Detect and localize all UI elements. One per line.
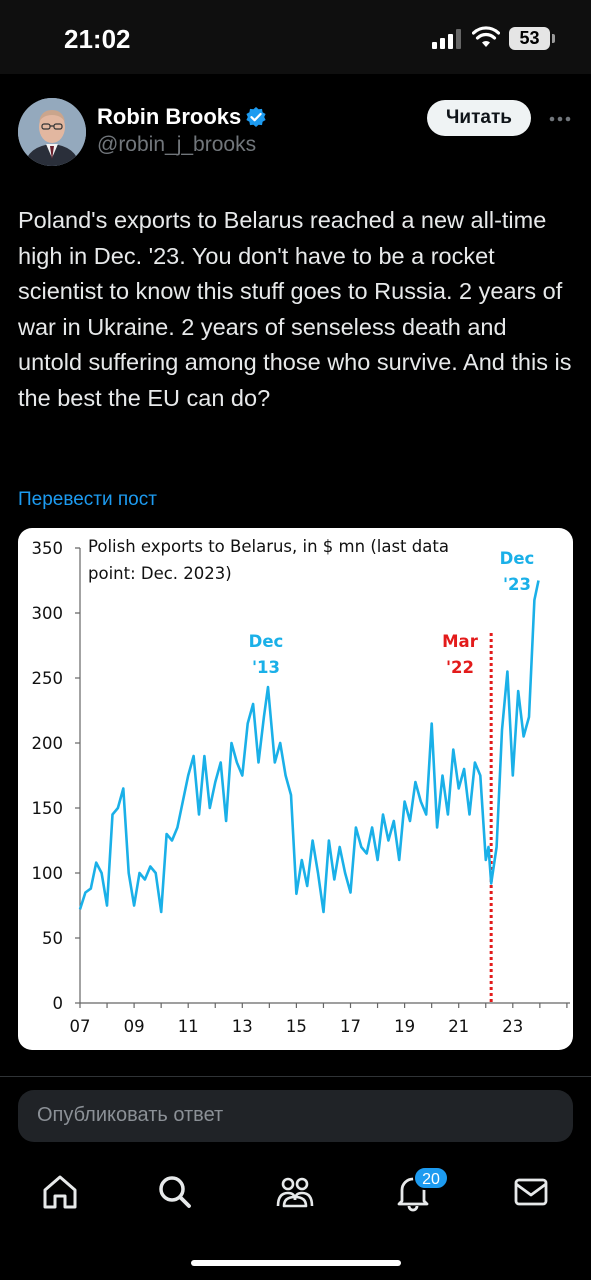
status-time: 21:02 — [64, 24, 131, 54]
x-tick-label: 07 — [70, 1017, 91, 1036]
chart-title-line2: point: Dec. 2023) — [88, 564, 232, 583]
annotation-label: '22 — [446, 658, 474, 677]
follow-button[interactable]: Читать — [427, 100, 531, 136]
series-line — [78, 580, 540, 914]
y-axis: 350 300 250 200 150 100 50 0 — [32, 539, 81, 1013]
annotations: Dec '13 Mar '22 Dec '23 — [249, 549, 535, 677]
annotation-label: '13 — [252, 658, 280, 677]
x-tick-label: 11 — [178, 1017, 199, 1036]
x-tick-label: 09 — [124, 1017, 145, 1036]
chart-image[interactable]: 350 300 250 200 150 100 50 0 07 09 11 13 15 17 19 21 23… — [18, 528, 573, 1050]
mail-icon[interactable] — [511, 1172, 551, 1212]
x-tick-label: 23 — [502, 1017, 523, 1036]
x-tick-label: 15 — [286, 1017, 307, 1036]
more-icon[interactable] — [549, 116, 571, 122]
author-handle[interactable]: @robin_j_brooks — [97, 133, 257, 156]
y-tick-label: 300 — [32, 604, 64, 623]
reply-placeholder: Опубликовать ответ — [37, 1104, 224, 1126]
battery-indicator: 53 — [509, 27, 555, 50]
y-tick-label: 350 — [32, 539, 64, 558]
chart-title-line1: Polish exports to Belarus, in $ mn (last… — [88, 537, 449, 556]
y-tick-label: 200 — [32, 734, 64, 753]
notifications-badge: 20 — [413, 1166, 449, 1190]
home-indicator — [191, 1260, 401, 1266]
y-tick-label: 250 — [32, 669, 64, 688]
status-bar: 21:02 53 — [0, 0, 591, 74]
reply-input[interactable]: Опубликовать ответ — [18, 1090, 573, 1142]
communities-icon[interactable] — [275, 1172, 315, 1212]
x-tick-label: 19 — [394, 1017, 415, 1036]
tab-bar — [0, 1158, 591, 1280]
x-tick-label: 21 — [448, 1017, 469, 1036]
y-tick-label: 150 — [32, 799, 64, 818]
annotation-label: Dec — [249, 632, 284, 651]
y-tick-label: 50 — [42, 929, 63, 948]
x-axis: 07 09 11 13 15 17 19 21 23 — [70, 1002, 570, 1036]
search-icon[interactable] — [155, 1172, 195, 1212]
x-tick-label: 13 — [232, 1017, 253, 1036]
annotation-label: '23 — [503, 575, 531, 594]
translate-post-link[interactable]: Перевести пост — [18, 489, 157, 510]
tweet-text: Poland's exports to Belarus reached a ne… — [18, 207, 572, 411]
divider — [0, 1076, 591, 1077]
author-name[interactable]: Robin Brooks — [97, 104, 242, 129]
avatar[interactable] — [18, 98, 86, 166]
y-tick-label: 100 — [32, 864, 64, 883]
wifi-icon — [472, 26, 500, 47]
x-tick-label: 17 — [340, 1017, 361, 1036]
home-icon[interactable] — [40, 1172, 80, 1212]
annotation-label: Dec — [500, 549, 535, 568]
cellular-signal-icon — [432, 29, 462, 49]
verified-icon — [246, 107, 266, 127]
chart: 350 300 250 200 150 100 50 0 07 09 11 13 15 17 19 21 23… — [32, 537, 570, 1036]
y-tick-label: 0 — [53, 994, 64, 1013]
annotation-label: Mar — [442, 632, 479, 651]
